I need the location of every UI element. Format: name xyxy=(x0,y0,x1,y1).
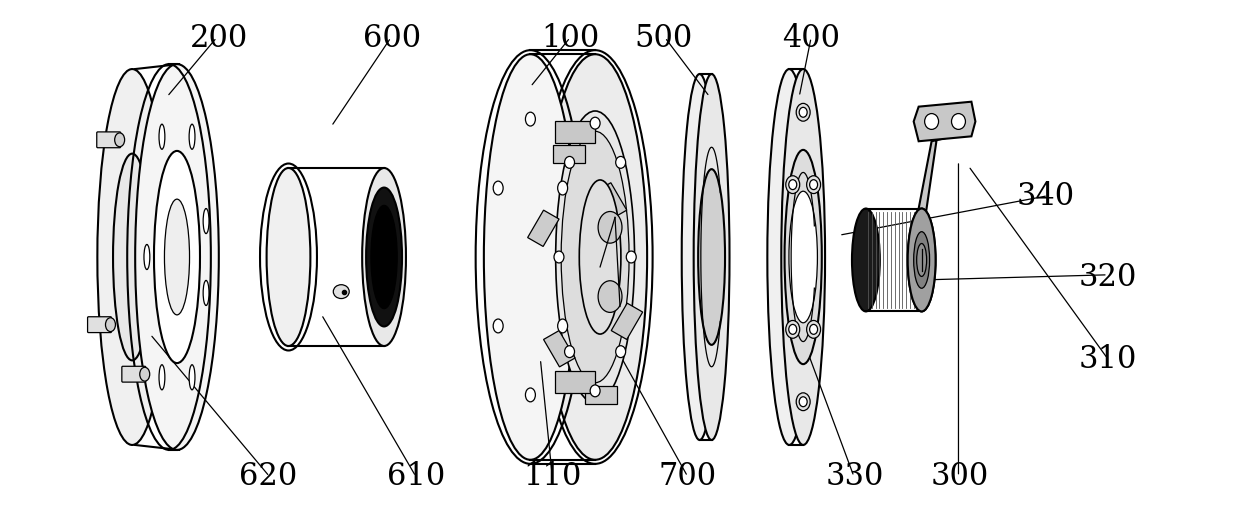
Ellipse shape xyxy=(135,64,218,450)
Ellipse shape xyxy=(494,319,503,333)
Ellipse shape xyxy=(908,209,935,312)
Ellipse shape xyxy=(484,54,577,460)
Ellipse shape xyxy=(554,251,564,263)
Text: 700: 700 xyxy=(658,461,717,492)
Ellipse shape xyxy=(785,150,822,364)
Ellipse shape xyxy=(159,365,165,390)
Ellipse shape xyxy=(914,232,930,288)
Text: 300: 300 xyxy=(930,461,988,492)
Ellipse shape xyxy=(334,285,350,299)
Ellipse shape xyxy=(616,346,626,357)
Text: 110: 110 xyxy=(523,461,582,492)
Ellipse shape xyxy=(362,168,405,346)
Text: 310: 310 xyxy=(1079,344,1137,375)
Ellipse shape xyxy=(526,388,536,402)
Bar xyxy=(595,183,626,219)
Text: 330: 330 xyxy=(826,461,884,492)
Text: 500: 500 xyxy=(634,23,692,54)
Ellipse shape xyxy=(203,280,210,305)
Ellipse shape xyxy=(579,180,621,334)
Ellipse shape xyxy=(98,69,167,445)
Ellipse shape xyxy=(693,74,729,440)
Ellipse shape xyxy=(140,367,150,381)
Ellipse shape xyxy=(789,191,817,323)
Ellipse shape xyxy=(796,393,810,410)
Bar xyxy=(556,371,595,392)
Ellipse shape xyxy=(852,209,880,312)
Ellipse shape xyxy=(366,187,402,327)
Ellipse shape xyxy=(800,397,807,407)
Ellipse shape xyxy=(558,181,568,195)
Bar xyxy=(556,122,595,143)
Ellipse shape xyxy=(925,114,939,129)
Ellipse shape xyxy=(590,385,600,397)
Ellipse shape xyxy=(768,69,811,445)
Ellipse shape xyxy=(786,176,800,194)
Text: 100: 100 xyxy=(542,23,600,54)
Ellipse shape xyxy=(113,153,151,360)
Ellipse shape xyxy=(203,209,210,234)
Ellipse shape xyxy=(190,365,195,390)
Ellipse shape xyxy=(564,157,574,168)
Ellipse shape xyxy=(165,199,190,315)
Ellipse shape xyxy=(114,133,125,147)
FancyBboxPatch shape xyxy=(122,366,146,382)
Text: 620: 620 xyxy=(239,461,298,492)
Bar xyxy=(585,386,618,404)
Ellipse shape xyxy=(616,157,626,168)
Ellipse shape xyxy=(800,107,807,117)
Ellipse shape xyxy=(105,318,115,332)
Bar xyxy=(611,303,642,339)
FancyBboxPatch shape xyxy=(97,132,120,148)
Text: 320: 320 xyxy=(1079,262,1137,294)
Ellipse shape xyxy=(598,212,622,243)
Ellipse shape xyxy=(154,151,200,363)
Ellipse shape xyxy=(789,324,797,334)
Text: 340: 340 xyxy=(1017,181,1075,212)
Ellipse shape xyxy=(494,181,503,195)
Ellipse shape xyxy=(810,180,817,190)
Ellipse shape xyxy=(908,209,935,312)
Text: 400: 400 xyxy=(782,23,841,54)
Ellipse shape xyxy=(556,111,635,403)
Ellipse shape xyxy=(626,251,636,263)
Ellipse shape xyxy=(543,54,647,460)
Ellipse shape xyxy=(789,180,797,190)
Ellipse shape xyxy=(590,117,600,129)
Ellipse shape xyxy=(558,319,568,333)
Ellipse shape xyxy=(807,320,821,338)
Text: 610: 610 xyxy=(387,461,445,492)
Ellipse shape xyxy=(371,205,397,308)
Polygon shape xyxy=(914,101,976,141)
Text: 200: 200 xyxy=(190,23,248,54)
Ellipse shape xyxy=(810,324,817,334)
Ellipse shape xyxy=(807,176,821,194)
Ellipse shape xyxy=(781,69,825,445)
Ellipse shape xyxy=(951,114,966,129)
Ellipse shape xyxy=(682,74,718,440)
Bar xyxy=(543,331,575,367)
Ellipse shape xyxy=(159,124,165,149)
Polygon shape xyxy=(910,122,954,255)
Ellipse shape xyxy=(598,281,622,313)
Ellipse shape xyxy=(526,112,536,126)
Ellipse shape xyxy=(190,124,195,149)
Ellipse shape xyxy=(564,346,574,357)
FancyBboxPatch shape xyxy=(88,317,112,333)
Ellipse shape xyxy=(786,320,800,338)
Ellipse shape xyxy=(144,245,150,269)
Ellipse shape xyxy=(698,169,725,345)
Ellipse shape xyxy=(796,104,810,121)
Text: 600: 600 xyxy=(362,23,420,54)
Ellipse shape xyxy=(562,131,629,383)
Ellipse shape xyxy=(916,244,926,277)
Bar xyxy=(553,145,585,163)
Ellipse shape xyxy=(267,168,310,346)
Bar xyxy=(528,210,559,247)
